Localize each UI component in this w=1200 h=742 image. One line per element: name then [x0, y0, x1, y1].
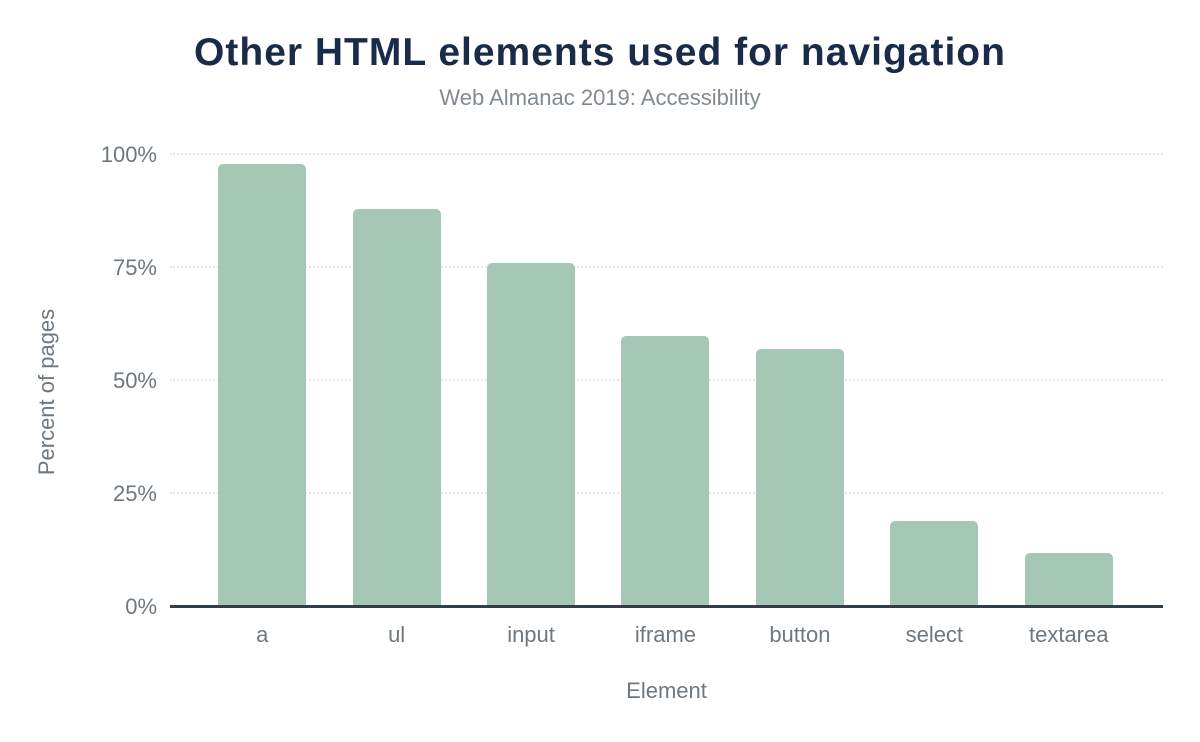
bar-slot-textarea [1002, 155, 1136, 607]
x-tick-label-select: select [905, 622, 964, 647]
bar-slot-a [195, 155, 329, 607]
y-tick-label-25: 25% [112, 481, 157, 506]
plot-area: 0% 25% 50% 75% 100% a ul input iframe button sele… [101, 142, 1163, 647]
x-axis-baseline [170, 605, 1163, 608]
x-tick-label-input: input [507, 622, 555, 647]
bar-slot-button [733, 155, 867, 607]
bar-input[interactable] [487, 263, 576, 607]
chart-title: Other HTML elements used for navigation [194, 31, 1006, 74]
bar-textarea[interactable] [1024, 552, 1113, 607]
chart-header: Other HTML elements used for navigation … [0, 30, 1200, 112]
x-tick-label-a: a [256, 622, 269, 647]
x-tick-label-iframe: iframe [634, 622, 697, 647]
bar-slot-iframe [598, 155, 732, 607]
y-tick-label-0: 0% [125, 594, 157, 619]
bar-select[interactable] [890, 521, 979, 607]
bar-slot-ul [329, 155, 463, 607]
bar-ul[interactable] [352, 209, 441, 607]
y-tick-label-100: 100% [100, 142, 157, 167]
y-tick-label-50: 50% [112, 368, 157, 393]
gridline-75 [170, 266, 1163, 268]
bar-a[interactable] [218, 164, 307, 607]
gridline-100 [170, 153, 1163, 155]
chart-subtitle: Web Almanac 2019: Accessibility [439, 85, 761, 110]
x-axis-tick-labels: a ul input iframe button select textarea [195, 622, 1136, 648]
bar-iframe[interactable] [621, 335, 710, 607]
y-tick-label-75: 75% [112, 255, 157, 280]
bar-slot-input [464, 155, 598, 607]
x-tick-label-textarea: textarea [1028, 622, 1109, 647]
bar-button[interactable] [755, 349, 844, 607]
x-tick-label-ul: ul [388, 622, 406, 647]
x-axis-title: Element [626, 678, 707, 703]
bar-band [195, 155, 1136, 607]
x-tick-label-button: button [769, 622, 831, 647]
bar-slot-select [867, 155, 1001, 607]
